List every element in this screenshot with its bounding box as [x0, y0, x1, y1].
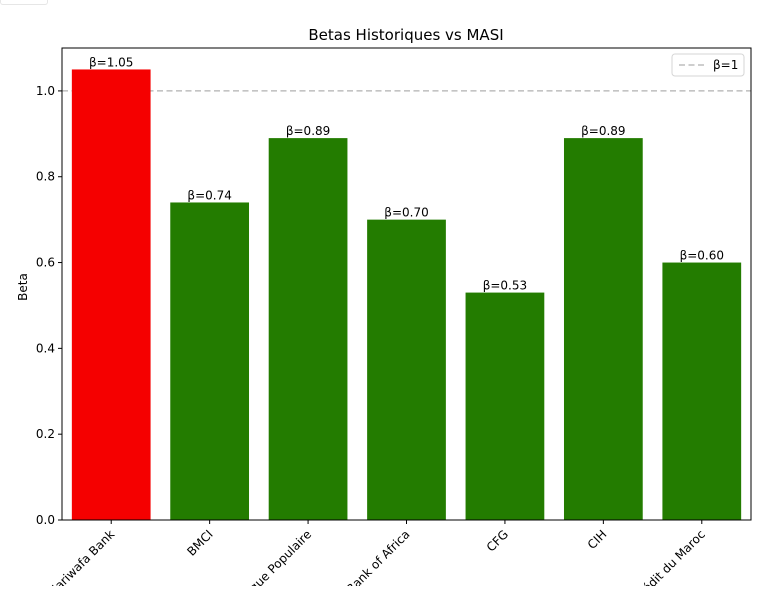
y-axis-label: Beta: [16, 273, 30, 301]
y-tick-label: 0.8: [36, 170, 55, 184]
x-tick-label: Attijariwafa Bank: [35, 527, 117, 586]
bar-value-label: β=0.74: [187, 188, 231, 202]
chart-title: Betas Historiques vs MASI: [308, 26, 503, 44]
bar-value-label: β=0.60: [680, 249, 724, 263]
y-tick-label: 0.6: [36, 256, 55, 270]
x-tick-label: Crédit du Maroc: [631, 527, 708, 586]
y-tick-label: 1.0: [36, 84, 55, 98]
x-tick-label: Banque Populaire: [230, 527, 314, 586]
x-tick-label: Bank of Africa: [344, 527, 413, 586]
x-tick-label: BMCI: [184, 527, 215, 558]
x-tick-label: CFG: [484, 527, 511, 554]
bar: [662, 262, 742, 520]
bar-value-label: β=0.89: [286, 124, 330, 138]
bar: [563, 138, 643, 521]
y-axis: 0.0 0.2 0.4 0.6 0.8 1.0: [36, 84, 62, 527]
bar-value-label: β=0.53: [483, 279, 527, 293]
bar: [268, 138, 348, 521]
x-axis: Attijariwafa Bank BMCI Banque Populaire Ban…: [35, 520, 708, 590]
legend-entry-label: β=1: [713, 58, 738, 72]
plot-frame: [61, 47, 752, 521]
bar: [170, 202, 250, 521]
y-tick-label: 0.0: [36, 513, 55, 527]
bar-value-labels-group: β=1.05 β=0.74 β=0.89 β=0.70 β=0.53 β=0.89 β=0.…: [89, 55, 724, 292]
y-tick-label: 0.4: [36, 341, 55, 355]
bar-value-label: β=0.89: [581, 124, 625, 138]
bar-value-label: β=0.70: [384, 206, 428, 220]
bar: [367, 219, 446, 521]
bar: [71, 69, 151, 521]
legend-box: [671, 53, 745, 77]
x-tick-label: CIH: [585, 527, 610, 552]
y-tick-label: 0.2: [36, 427, 55, 441]
window-corner-decoration: [0, 0, 48, 5]
bar: [465, 292, 545, 520]
bar-value-label: β=1.05: [89, 55, 133, 69]
legend: β=1: [671, 53, 745, 77]
bars-group: [71, 69, 742, 521]
